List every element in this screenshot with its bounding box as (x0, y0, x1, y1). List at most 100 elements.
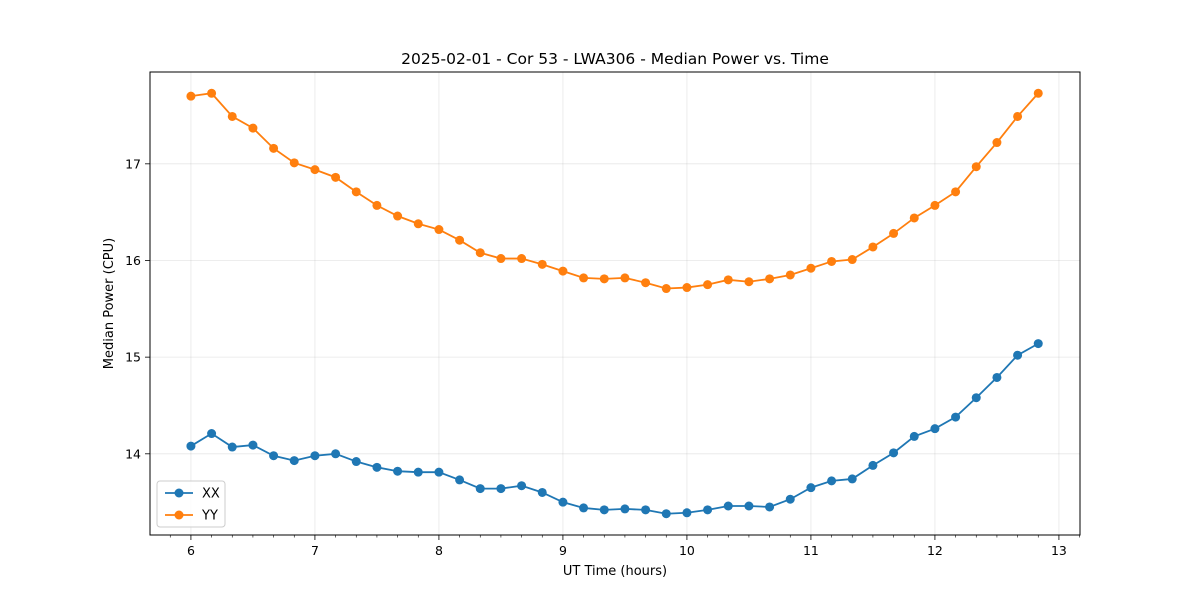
data-point-xx (765, 502, 775, 512)
data-point-xx (1033, 339, 1043, 349)
data-point-xx (331, 449, 341, 459)
data-point-xx (351, 457, 361, 467)
data-point-yy (455, 235, 465, 245)
x-tick-label: 9 (559, 543, 567, 558)
data-point-xx (909, 431, 919, 441)
data-point-xx (537, 487, 547, 497)
data-point-yy (682, 283, 692, 293)
data-point-yy (579, 273, 589, 283)
legend-item-xx: XX (165, 487, 220, 502)
data-point-yy (1013, 111, 1023, 121)
data-point-xx (269, 451, 279, 461)
series-line-yy (190, 92, 1039, 290)
data-point-xx (227, 442, 237, 452)
data-point-yy (992, 138, 1002, 148)
data-point-yy (227, 111, 237, 121)
chart-title: 2025-02-01 - Cor 53 - LWA306 - Median Po… (401, 50, 829, 68)
data-point-yy (827, 256, 837, 266)
data-point-yy (248, 123, 258, 133)
data-point-xx (599, 505, 609, 515)
data-point-yy (765, 274, 775, 284)
x-tick-label: 7 (311, 543, 319, 558)
data-point-yy (971, 162, 981, 172)
data-point-yy (372, 200, 382, 210)
data-point-yy (847, 255, 857, 265)
data-point-yy (496, 254, 506, 264)
x-tick-label: 12 (927, 543, 943, 558)
data-point-xx (661, 509, 671, 519)
data-point-yy (289, 158, 299, 168)
data-point-xx (620, 504, 630, 514)
data-point-yy (537, 259, 547, 269)
data-point-yy (868, 242, 878, 252)
data-point-xx (207, 429, 217, 439)
x-axis-label: UT Time (hours) (563, 564, 667, 579)
data-point-yy (620, 273, 630, 283)
data-point-yy (806, 263, 816, 273)
data-point-yy (434, 225, 444, 235)
x-tick-label: 10 (679, 543, 695, 558)
data-point-xx (475, 484, 485, 494)
data-point-xx (393, 466, 403, 476)
x-tick-label: 8 (435, 543, 443, 558)
series-xx (186, 339, 1043, 519)
legend-label: YY (201, 509, 218, 524)
data-point-yy (599, 274, 609, 284)
data-point-yy (703, 280, 713, 290)
data-point-xx (868, 460, 878, 470)
x-tick-label: 11 (803, 543, 819, 558)
x-tick-label: 6 (187, 543, 195, 558)
data-point-xx (496, 484, 506, 494)
plot-frame (149, 71, 1081, 536)
x-tick-label: 13 (1051, 543, 1067, 558)
legend-marker (174, 488, 184, 498)
data-point-yy (310, 165, 320, 175)
data-point-yy (517, 254, 527, 264)
data-point-yy (351, 187, 361, 197)
data-point-xx (951, 412, 961, 422)
data-point-yy (723, 275, 733, 285)
data-point-xx (744, 501, 754, 511)
data-point-xx (992, 372, 1002, 382)
data-point-xx (186, 441, 196, 451)
data-point-xx (930, 424, 940, 434)
data-point-yy (558, 266, 568, 276)
data-point-yy (744, 277, 754, 287)
y-tick-label: 17 (125, 156, 141, 171)
series-layer (186, 88, 1043, 519)
data-point-yy (269, 143, 279, 153)
legend-label: XX (202, 487, 220, 502)
data-point-yy (207, 88, 217, 98)
data-point-xx (971, 393, 981, 403)
data-point-yy (785, 270, 795, 280)
data-point-xx (248, 440, 258, 450)
data-point-xx (558, 497, 568, 507)
y-tick-label: 15 (125, 350, 141, 365)
data-point-xx (579, 503, 589, 513)
data-point-yy (909, 213, 919, 223)
data-point-xx (723, 501, 733, 511)
data-point-xx (372, 462, 382, 472)
data-point-yy (186, 91, 196, 101)
data-point-xx (1013, 350, 1023, 360)
data-point-xx (413, 467, 423, 477)
data-point-yy (1033, 88, 1043, 98)
y-axis-label: Median Power (CPU) (102, 238, 117, 369)
data-point-yy (641, 278, 651, 288)
data-point-xx (889, 448, 899, 458)
series-line-xx (190, 342, 1039, 515)
legend-item-yy: YY (165, 509, 218, 524)
x-axis-ticks: 6 7 8 9 10 11 12 13 (169, 535, 1080, 558)
legend: XX YY (156, 480, 226, 528)
y-tick-label: 16 (125, 253, 141, 268)
data-point-yy (889, 228, 899, 238)
data-point-xx (289, 456, 299, 466)
data-point-yy (475, 248, 485, 258)
data-point-yy (930, 200, 940, 210)
legend-marker (174, 510, 184, 520)
data-point-xx (827, 476, 837, 486)
data-point-yy (413, 219, 423, 229)
data-point-yy (951, 187, 961, 197)
y-tick-label: 14 (125, 446, 141, 461)
